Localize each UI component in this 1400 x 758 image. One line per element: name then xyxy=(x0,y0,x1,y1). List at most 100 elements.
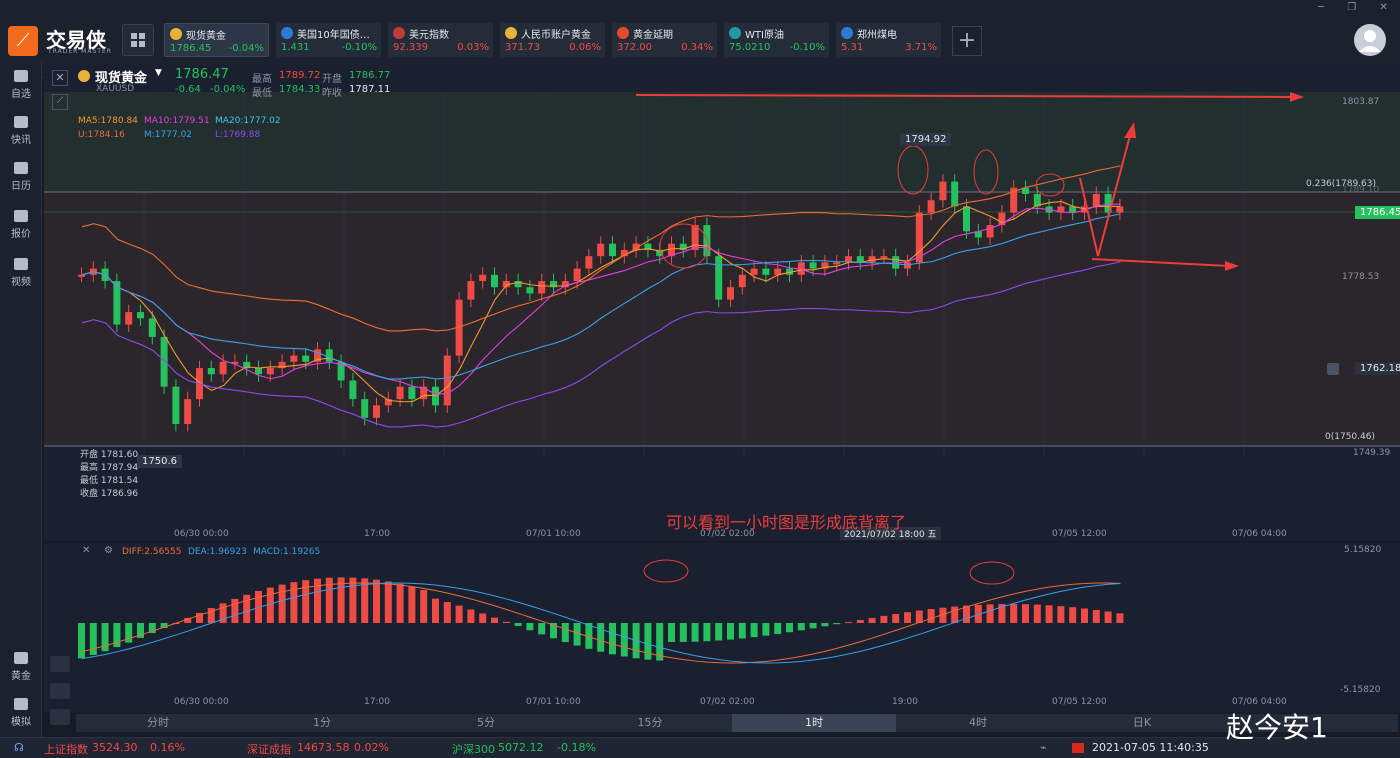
ohlc-value: 1787.94 xyxy=(100,463,139,473)
sz-index-label[interactable]: 深证成指 xyxy=(247,743,291,756)
candle xyxy=(526,287,534,294)
macd-bar xyxy=(915,610,923,623)
grid-layout-button[interactable] xyxy=(122,24,154,56)
candle xyxy=(750,268,758,275)
ticker-icon xyxy=(841,27,853,39)
macd-bar xyxy=(1081,608,1088,623)
time-axis-label: 19:00 xyxy=(892,697,918,707)
macd-value-label: MACD:1.19265 xyxy=(253,547,321,557)
ticker-card[interactable]: 美元指数 92.339 0.03% xyxy=(388,23,493,57)
ohlc-label: 收盘 xyxy=(80,489,99,499)
ticker-card[interactable]: 美国10年国债… 1.431 -0.10% xyxy=(276,23,381,57)
timeframe-tab[interactable]: 5分 xyxy=(477,716,495,729)
video-icon xyxy=(14,258,28,270)
avatar[interactable] xyxy=(1354,24,1386,56)
ticker-icon xyxy=(729,27,741,39)
gold-icon xyxy=(14,652,28,664)
fib-0-label: 0(1750.46) xyxy=(1325,432,1375,442)
macd-panel[interactable]: ✕ ⚙ DIFF:2.56555 DEA:1.96923 MACD:1.1926… xyxy=(44,543,1400,713)
chevron-down-icon[interactable]: ▼ xyxy=(155,68,162,78)
sidebar-item-3[interactable]: 报价 xyxy=(0,210,42,240)
time-axis-label: 07/02 02:00 xyxy=(700,529,755,539)
sidebar-item-2[interactable]: 日历 xyxy=(0,162,42,192)
app-logo-icon: ⟋ xyxy=(8,26,38,56)
price-axis-label: 1749.39 xyxy=(1353,448,1391,458)
macd-bar xyxy=(78,623,85,659)
ticker-price: 5.31 xyxy=(841,42,864,53)
macd-bar xyxy=(573,623,581,646)
ticker-price: 1.431 xyxy=(281,42,310,53)
hs300-label[interactable]: 沪深300 xyxy=(452,743,495,756)
macd-bar xyxy=(951,606,959,623)
indicator-icon[interactable] xyxy=(50,709,70,725)
ohlc-label: 开盘 xyxy=(80,450,99,460)
ticker-card[interactable]: 黄金延期 372.00 0.34% xyxy=(612,23,717,57)
highlight-circle xyxy=(969,561,1015,585)
ticker-card[interactable]: 郑州煤电 5.31 3.71% xyxy=(836,23,941,57)
sidebar-item-1[interactable]: 快讯 xyxy=(0,116,42,146)
instrument-code: XAUUSD xyxy=(96,84,135,94)
window-controls[interactable]: ─ ❐ ✕ xyxy=(1318,2,1398,13)
ohlc-row: 最高 1787.94 xyxy=(80,462,138,475)
macd-bar xyxy=(125,623,133,643)
timeframe-tab[interactable]: 1时 xyxy=(732,714,896,732)
timeframe-tab[interactable]: 1分 xyxy=(313,716,331,729)
bell-icon[interactable] xyxy=(1327,363,1339,375)
main-chart-panel[interactable]: ✕ ⟋ 现货黄金 ▼ XAUUSD 1786.47 -0.64 -0.04% 最… xyxy=(44,66,1400,541)
sidebar-item-label: 自选 xyxy=(11,89,31,100)
macd-bar xyxy=(550,623,557,639)
sz-index-change: 0.02% xyxy=(354,741,389,754)
time-axis-label: 07/05 12:00 xyxy=(1052,529,1107,539)
instrument-change: -0.64 xyxy=(175,84,201,95)
macd-bar xyxy=(620,623,628,657)
macd-bar xyxy=(1092,609,1100,623)
macd-diff-label: DIFF:2.56555 xyxy=(122,547,182,557)
macd-bar xyxy=(337,577,345,623)
ohlc-value: 1786.96 xyxy=(100,489,139,499)
timeframe-tab[interactable]: 分时 xyxy=(147,716,169,729)
macd-bar xyxy=(243,594,251,623)
close-indicator-icon[interactable]: ✕ xyxy=(82,545,91,556)
draw-tool-icon[interactable]: ⟋ xyxy=(52,94,68,110)
macd-bar xyxy=(1104,611,1112,623)
sidebar-item-5[interactable]: 黄金 xyxy=(0,652,42,682)
headset-icon[interactable]: ☊ xyxy=(14,741,24,754)
alert-price-tag[interactable]: 1762.18 xyxy=(1355,362,1400,375)
macd-bar xyxy=(137,623,144,638)
ticker-icon xyxy=(393,27,405,39)
sidebar-item-label: 视频 xyxy=(11,277,31,288)
ticker-name: 美元指数 xyxy=(409,30,449,41)
sidebar-item-4[interactable]: 视频 xyxy=(0,258,42,288)
timeframe-tab[interactable]: 日K xyxy=(1132,716,1152,729)
macd-chart[interactable] xyxy=(44,543,1400,713)
top-bar: ⟋ 交易侠 TRADER MASTER 现货黄金 1786.45 -0.04% … xyxy=(0,0,1400,78)
annotation-text: 可以看到一小时图是形成底背离了 xyxy=(666,513,907,532)
instrument-name[interactable]: 现货黄金 xyxy=(95,71,148,86)
ticker-card[interactable]: 人民币账户黄金 371.73 0.06% xyxy=(500,23,605,57)
candle xyxy=(951,181,959,207)
candle xyxy=(561,281,569,288)
pen-icon[interactable] xyxy=(50,683,70,699)
macd-bar xyxy=(502,621,510,623)
time-axis-label: 17:00 xyxy=(364,529,390,539)
add-ticker-button[interactable]: + xyxy=(952,26,982,56)
price-axis-label: 1789.10 xyxy=(1342,185,1380,195)
close-chart-button[interactable]: ✕ xyxy=(52,70,68,86)
sidebar-item-0[interactable]: 自选 xyxy=(0,70,42,100)
macd-bar xyxy=(1045,605,1053,623)
macd-bar xyxy=(196,612,203,623)
arrow-head xyxy=(1290,92,1304,102)
candlestick-chart[interactable] xyxy=(44,66,1400,541)
ticker-card[interactable]: 现货黄金 1786.45 -0.04% xyxy=(164,23,269,57)
settings-icon[interactable]: ⚙ xyxy=(104,545,113,556)
macd-bar xyxy=(1010,604,1018,623)
ticker-change: -0.10% xyxy=(341,42,377,53)
macd-diff-line xyxy=(81,582,1121,664)
instrument-change-pct: -0.04% xyxy=(210,84,246,95)
sh-index-label[interactable]: 上证指数 xyxy=(44,743,88,756)
timeframe-tab[interactable]: 15分 xyxy=(637,716,663,729)
sidebar-item-6[interactable]: 模拟 xyxy=(0,698,42,728)
chart-type-icon[interactable] xyxy=(50,656,70,672)
timeframe-tab[interactable]: 4时 xyxy=(969,716,987,729)
ticker-card[interactable]: WTI原油 75.0210 -0.10% xyxy=(724,23,829,57)
